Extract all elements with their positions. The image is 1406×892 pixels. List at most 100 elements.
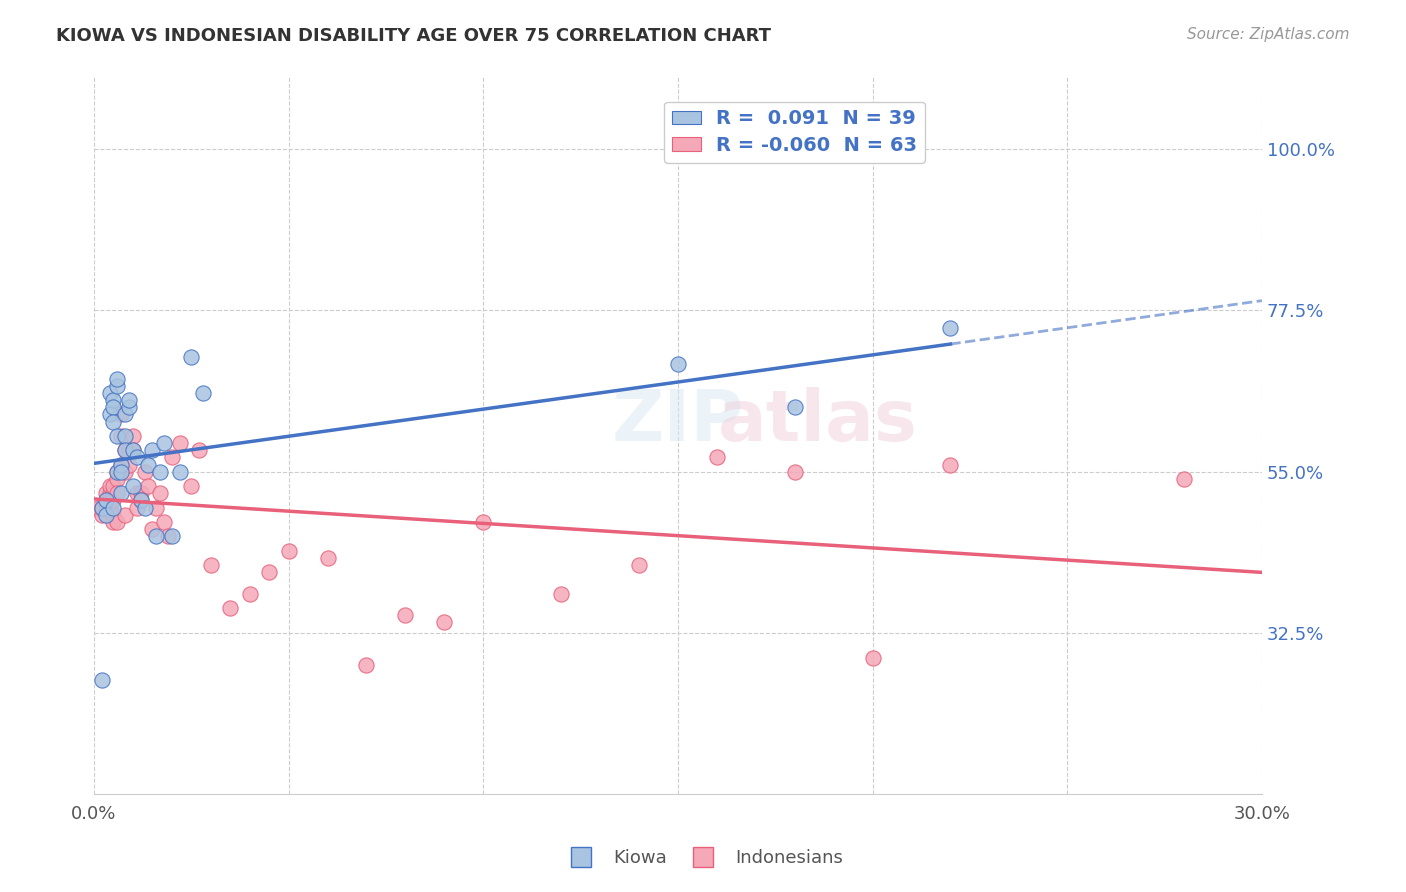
Point	[118, 458, 141, 472]
Point	[138, 458, 160, 472]
Point	[394, 608, 416, 623]
Point	[121, 429, 143, 443]
Point	[706, 450, 728, 465]
Point	[141, 522, 163, 536]
Point	[103, 515, 125, 529]
Point	[121, 443, 143, 458]
Point	[191, 385, 214, 400]
Point	[103, 392, 125, 407]
Point	[433, 615, 456, 630]
Point	[103, 479, 125, 493]
Point	[316, 550, 339, 565]
Point	[200, 558, 222, 572]
Point	[180, 350, 202, 364]
Point	[156, 529, 179, 543]
Point	[114, 443, 136, 458]
Point	[257, 565, 280, 579]
Point	[125, 486, 148, 500]
Point	[103, 415, 125, 429]
Point	[149, 465, 172, 479]
Point	[94, 493, 117, 508]
Point	[103, 493, 125, 508]
Point	[862, 651, 884, 665]
Point	[94, 508, 117, 522]
Point	[87, 500, 110, 515]
Point	[550, 587, 572, 601]
Point	[129, 493, 152, 508]
Point	[90, 500, 112, 515]
Point	[277, 543, 299, 558]
Point	[98, 479, 121, 493]
Point	[110, 486, 132, 500]
Point	[145, 500, 167, 515]
Point	[103, 401, 125, 415]
Point	[103, 486, 125, 500]
Point	[141, 443, 163, 458]
Point	[939, 458, 962, 472]
Point	[110, 458, 132, 472]
Point	[118, 401, 141, 415]
Point	[114, 429, 136, 443]
Point	[90, 500, 112, 515]
Point	[118, 392, 141, 407]
Point	[138, 479, 160, 493]
Point	[103, 508, 125, 522]
Point	[110, 465, 132, 479]
Point	[103, 500, 125, 515]
Point	[666, 357, 689, 371]
Point	[110, 458, 132, 472]
Point	[105, 371, 128, 385]
Text: KIOWA VS INDONESIAN DISABILITY AGE OVER 75 CORRELATION CHART: KIOWA VS INDONESIAN DISABILITY AGE OVER …	[56, 27, 772, 45]
Point	[114, 465, 136, 479]
Point	[94, 493, 117, 508]
Point	[939, 321, 962, 335]
Point	[153, 515, 176, 529]
Point	[783, 465, 806, 479]
Point	[145, 529, 167, 543]
Point	[105, 515, 128, 529]
Point	[105, 486, 128, 500]
Point	[129, 486, 152, 500]
Point	[90, 508, 112, 522]
Point	[356, 658, 378, 673]
Point	[90, 500, 112, 515]
Point	[110, 429, 132, 443]
Point	[180, 479, 202, 493]
Point	[219, 601, 242, 615]
Point	[134, 500, 156, 515]
Point	[125, 500, 148, 515]
Point	[153, 436, 176, 450]
Point	[134, 465, 156, 479]
Legend: Kiowa, Indonesians: Kiowa, Indonesians	[555, 842, 851, 874]
Point	[472, 515, 495, 529]
Point	[114, 443, 136, 458]
Point	[114, 408, 136, 422]
Point	[90, 673, 112, 687]
Point	[114, 508, 136, 522]
Point	[160, 529, 183, 543]
Point	[121, 479, 143, 493]
Point	[110, 408, 132, 422]
Point	[121, 443, 143, 458]
Point	[94, 500, 117, 515]
Point	[783, 401, 806, 415]
Point	[105, 378, 128, 392]
Point	[98, 486, 121, 500]
Text: ZIP: ZIP	[612, 387, 744, 456]
Text: atlas: atlas	[718, 387, 918, 456]
Point	[160, 450, 183, 465]
Legend: R =  0.091  N = 39, R = -0.060  N = 63: R = 0.091 N = 39, R = -0.060 N = 63	[664, 102, 925, 163]
Point	[98, 493, 121, 508]
Point	[105, 465, 128, 479]
Point	[129, 493, 152, 508]
Point	[98, 408, 121, 422]
Point	[169, 465, 191, 479]
Text: Source: ZipAtlas.com: Source: ZipAtlas.com	[1187, 27, 1350, 42]
Point	[239, 587, 262, 601]
Point	[1173, 472, 1195, 486]
Point	[105, 472, 128, 486]
Point	[169, 436, 191, 450]
Point	[94, 486, 117, 500]
Point	[627, 558, 650, 572]
Point	[188, 443, 211, 458]
